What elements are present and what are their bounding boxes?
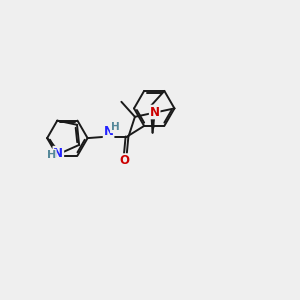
Text: H: H: [111, 122, 119, 132]
Text: H: H: [46, 150, 56, 160]
Text: N: N: [150, 106, 160, 118]
Text: N: N: [103, 125, 114, 138]
Text: N: N: [53, 147, 63, 160]
Text: O: O: [120, 154, 130, 167]
